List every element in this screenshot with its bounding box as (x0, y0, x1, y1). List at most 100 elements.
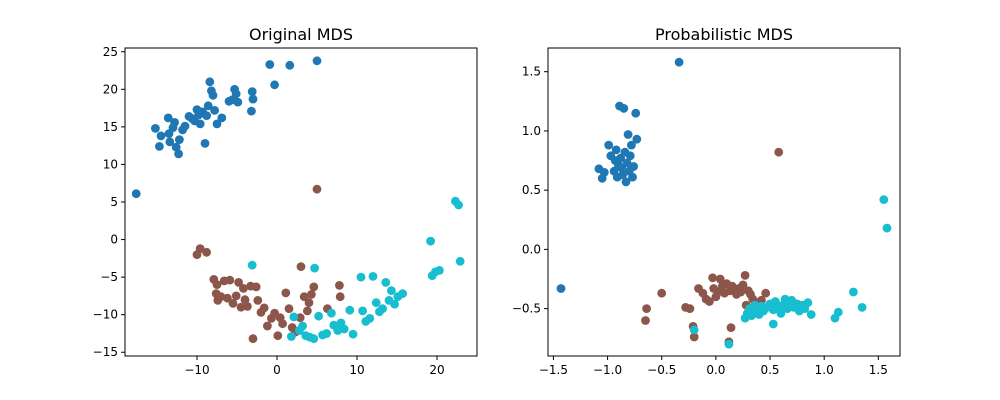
data-point (378, 304, 387, 314)
x-tick-label: −10 (184, 363, 209, 377)
y-tick-label: 1.5 (522, 65, 541, 79)
data-point (248, 334, 258, 344)
x-tick-label: −1.0 (593, 363, 622, 377)
data-point (284, 304, 294, 314)
data-point (768, 319, 778, 329)
data-point (345, 305, 355, 315)
data-point (774, 147, 784, 157)
data-point (247, 87, 257, 96)
data-point (627, 140, 636, 150)
data-point (205, 77, 215, 87)
data-point (247, 106, 256, 116)
data-point (356, 272, 366, 282)
data-point (307, 290, 316, 299)
data-point (210, 106, 220, 115)
chart-panel-1: −10 0 10 20 −15 −10 −5 0 5 10 15 20 25 Original MDS (93, 25, 478, 377)
data-point (231, 89, 241, 99)
data-point (726, 323, 736, 332)
x-tick-label: 10 (349, 363, 364, 377)
data-point (348, 329, 358, 339)
data-point (371, 298, 381, 308)
data-point (674, 57, 684, 67)
data-point (455, 256, 465, 266)
data-point (358, 306, 367, 316)
data-point (390, 299, 399, 309)
data-point (251, 282, 261, 292)
data-point (180, 121, 190, 131)
data-point (304, 298, 314, 308)
data-point (248, 94, 258, 104)
data-point (621, 177, 631, 187)
data-point (170, 118, 180, 127)
data-point (278, 319, 287, 329)
data-point (327, 308, 336, 318)
data-point (629, 162, 638, 171)
data-point (265, 60, 275, 69)
y-tick-label: 10 (103, 157, 118, 171)
data-point (155, 142, 164, 151)
y-tick-label: 5 (110, 195, 118, 209)
data-point (689, 325, 699, 335)
data-point (233, 97, 243, 107)
y-tick-label: −15 (93, 345, 118, 359)
data-point (131, 189, 141, 199)
data-point (200, 139, 210, 148)
data-point (849, 287, 858, 297)
data-point (339, 324, 349, 334)
data-point (240, 295, 250, 305)
data-point (642, 304, 651, 313)
data-point (225, 275, 235, 285)
data-point (287, 332, 296, 341)
data-point (685, 304, 695, 313)
data-point (622, 158, 632, 168)
data-point (618, 170, 628, 180)
plot-frame (124, 47, 478, 357)
data-point (708, 273, 717, 283)
data-point (231, 291, 241, 301)
data-point (273, 331, 283, 341)
data-point (203, 101, 213, 111)
y-tick-label: 0 (110, 233, 118, 247)
chart-title: Original MDS (249, 25, 353, 44)
series-1 (556, 57, 684, 293)
series-3 (689, 195, 892, 349)
data-point (303, 306, 312, 316)
data-point (368, 272, 378, 281)
data-point (309, 282, 319, 292)
y-tick-label: −5 (100, 270, 118, 284)
data-point (296, 262, 306, 271)
data-point (806, 310, 816, 319)
data-point (803, 298, 813, 308)
y-tick-label: 25 (103, 45, 118, 59)
data-point (556, 284, 566, 293)
data-point (289, 312, 299, 322)
data-point (715, 274, 725, 284)
data-point (217, 113, 227, 123)
data-point (156, 131, 166, 141)
x-tick-label: 0.5 (760, 363, 779, 377)
series-1 (131, 56, 322, 199)
data-point (761, 288, 771, 298)
data-point (195, 119, 205, 129)
data-point (165, 137, 175, 147)
data-point (705, 297, 714, 306)
data-point (322, 329, 331, 338)
data-point (285, 60, 295, 70)
data-point (234, 278, 244, 287)
y-tick-label: 20 (103, 82, 118, 96)
data-point (202, 111, 212, 120)
data-point (857, 303, 867, 312)
data-point (236, 302, 246, 312)
data-point (435, 266, 444, 275)
data-point (253, 296, 263, 305)
plot-frame (547, 47, 901, 357)
data-point (335, 281, 344, 290)
chart-title: Probabilistic MDS (655, 25, 793, 44)
data-point (212, 280, 222, 289)
data-point (623, 130, 633, 139)
data-point (619, 104, 629, 113)
y-tick-label: 1.0 (522, 124, 541, 138)
data-point (312, 184, 322, 194)
data-point (381, 278, 391, 287)
